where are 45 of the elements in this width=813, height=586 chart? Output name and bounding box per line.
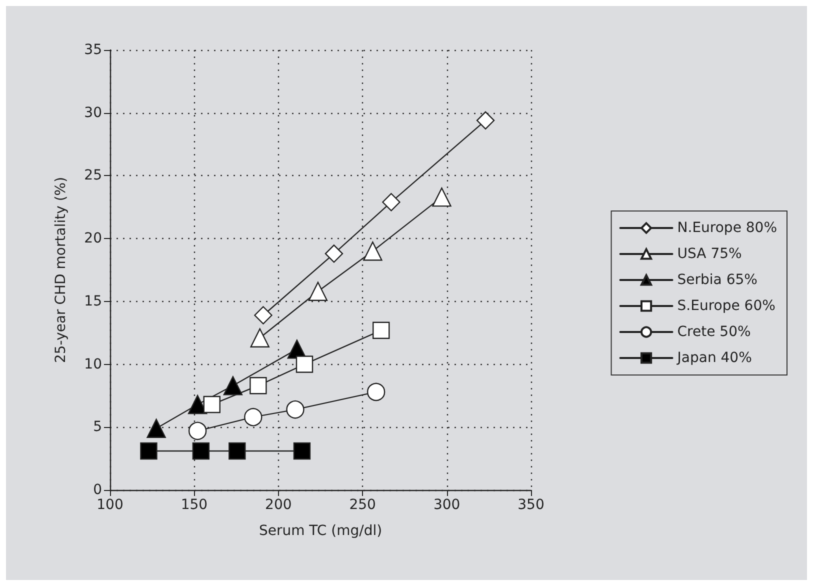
legend-label: Japan 40% bbox=[676, 350, 752, 366]
point bbox=[382, 193, 400, 212]
x-tick-label: 350 bbox=[518, 497, 544, 513]
y-tick-label: 0 bbox=[93, 482, 102, 498]
x-axis-title: Serum TC (mg/dl) bbox=[258, 523, 382, 539]
point bbox=[228, 442, 246, 460]
point bbox=[308, 282, 328, 301]
point bbox=[203, 396, 220, 414]
legend-label: USA 75% bbox=[677, 246, 742, 262]
y-tick-label: 30 bbox=[84, 104, 102, 121]
point bbox=[223, 376, 243, 396]
point bbox=[432, 187, 452, 207]
point bbox=[286, 400, 304, 419]
point bbox=[366, 382, 386, 402]
point bbox=[293, 442, 311, 460]
point bbox=[363, 242, 382, 261]
point bbox=[254, 306, 272, 324]
x-tick-label: 300 bbox=[433, 497, 460, 513]
y-tick-label: 10 bbox=[84, 356, 102, 372]
point bbox=[140, 442, 158, 460]
point bbox=[192, 442, 210, 460]
point bbox=[188, 394, 208, 414]
y-tick-label: 15 bbox=[84, 293, 102, 310]
point bbox=[250, 328, 270, 348]
point bbox=[188, 422, 207, 440]
x-tick-label: 100 bbox=[96, 497, 124, 513]
legend-label: Crete 50% bbox=[677, 324, 751, 340]
point bbox=[244, 408, 262, 426]
point bbox=[324, 244, 344, 263]
x-tick-label: 200 bbox=[265, 497, 292, 513]
y-tick-label: 25 bbox=[84, 168, 102, 184]
legend-label: N.Europe 80% bbox=[677, 220, 778, 236]
point bbox=[250, 377, 267, 394]
legend-label: S.Europe 60% bbox=[677, 298, 776, 314]
point bbox=[296, 356, 314, 373]
y-tick-label: 35 bbox=[84, 42, 102, 58]
y-tick-label: 5 bbox=[93, 419, 102, 436]
point bbox=[372, 322, 390, 339]
legend-label: Serbia 65% bbox=[677, 272, 758, 288]
x-tick-label: 250 bbox=[349, 497, 376, 513]
y-axis-title: 25-year CHD mortality (%) bbox=[53, 176, 69, 364]
point bbox=[476, 111, 495, 130]
y-tick-label: 20 bbox=[84, 230, 102, 247]
point bbox=[146, 418, 166, 438]
x-tick-label: 150 bbox=[180, 497, 208, 513]
